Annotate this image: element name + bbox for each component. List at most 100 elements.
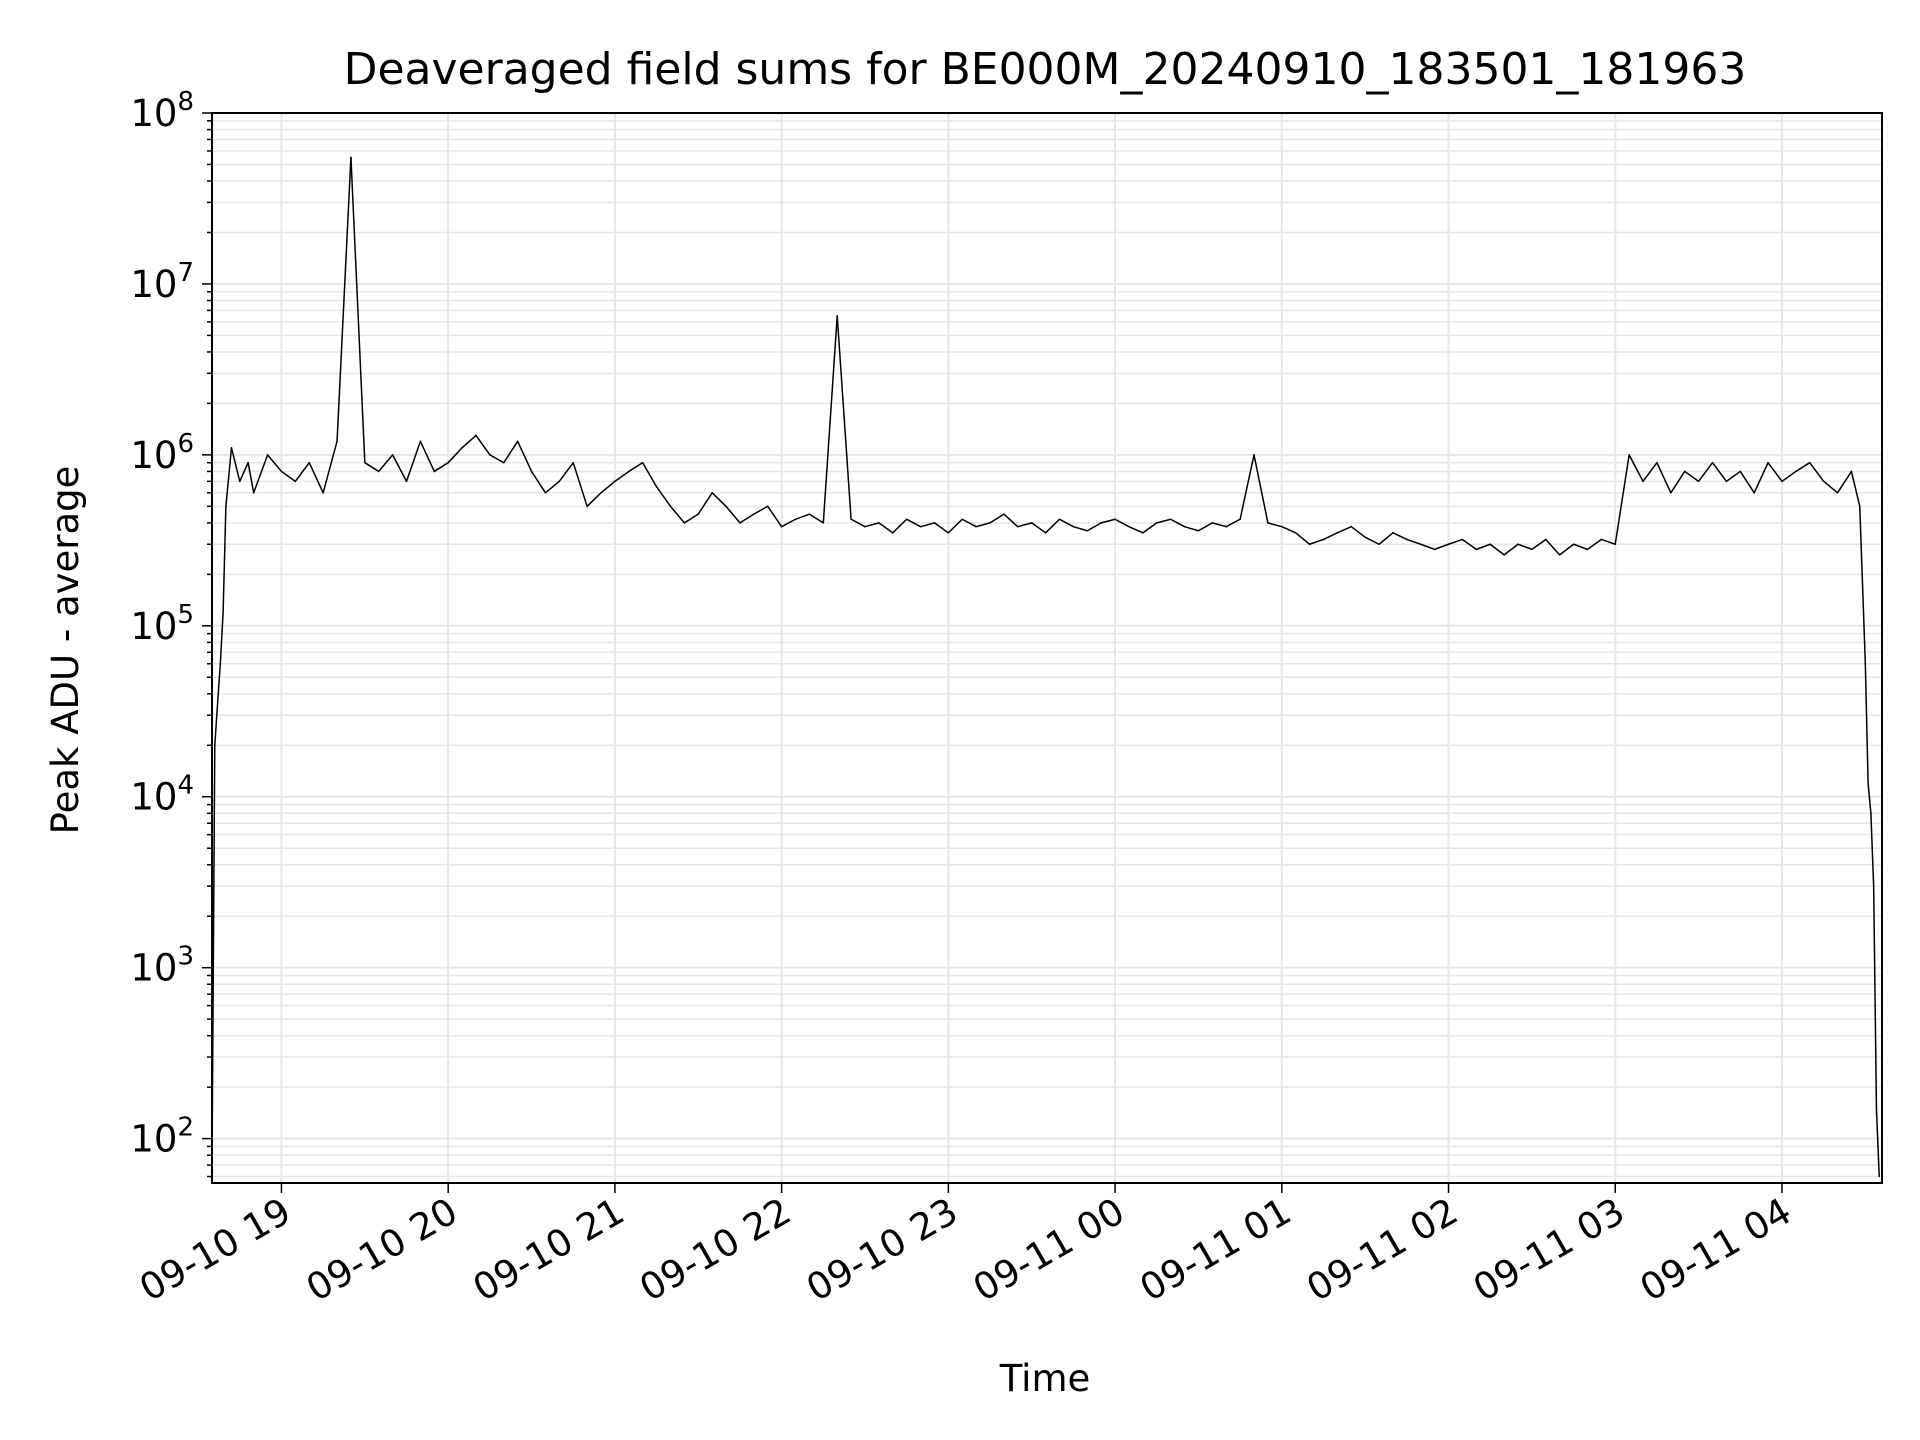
series-segment (1044, 518, 1061, 534)
series-segment (850, 518, 866, 528)
series-segment (1433, 543, 1450, 551)
series-segment (1336, 525, 1353, 534)
grid (212, 112, 1882, 1183)
series-segment (503, 440, 519, 464)
series-segment (544, 480, 561, 494)
x-axis-label: Time (999, 1357, 1091, 1400)
series-segment (530, 470, 547, 494)
series-segment (905, 518, 922, 528)
series-segment (294, 461, 310, 483)
series-segment (864, 522, 880, 528)
series-segment (364, 461, 380, 473)
series-line (211, 156, 1880, 1178)
series-segment (214, 702, 219, 747)
series-segment (461, 434, 477, 449)
y-tick-label: 104 (130, 771, 194, 819)
series-segment (614, 470, 630, 483)
series-segment (222, 505, 227, 614)
series-segment (1614, 454, 1630, 545)
series-segment (377, 454, 394, 473)
y-axis-label: Peak ADU - average (44, 466, 87, 835)
y-tick-label: 105 (130, 600, 194, 648)
series-segment (447, 447, 463, 464)
series-segment (1156, 518, 1172, 524)
series-segment (252, 454, 269, 494)
series-segment (836, 315, 852, 521)
series-segment (725, 505, 741, 524)
series-segment (230, 447, 241, 483)
series-segment (1670, 470, 1686, 494)
series-segment (975, 522, 991, 528)
series-segment (1822, 480, 1839, 494)
series-segment (586, 492, 602, 508)
series-segment (697, 492, 713, 515)
series-segment (1711, 461, 1728, 483)
series-segment (558, 461, 574, 483)
series-segment (475, 434, 491, 456)
series-segment (216, 662, 222, 705)
series-segment (1225, 518, 1241, 528)
series-segment (1169, 518, 1186, 528)
series-segment (1350, 525, 1366, 538)
y-tick-label: 102 (130, 1113, 194, 1161)
series-segment (1656, 461, 1672, 494)
series-segment (1489, 543, 1505, 556)
series-segment (350, 156, 366, 464)
series-segment (766, 505, 783, 528)
series-segment (1253, 454, 1269, 524)
series-segment (1267, 522, 1283, 528)
series-segment (1211, 522, 1227, 528)
series-segment (892, 518, 908, 534)
series-segment (336, 156, 352, 443)
series-segment (655, 486, 672, 508)
series-segment (405, 440, 422, 483)
series-segment (516, 440, 533, 473)
series-segment (1406, 538, 1422, 545)
series-segment (1586, 538, 1603, 551)
series-segment (1017, 522, 1033, 528)
series-segment (961, 518, 977, 528)
series-segment (1114, 518, 1130, 528)
series-segment (247, 461, 255, 494)
series-segment (1600, 538, 1616, 545)
series-segment (711, 492, 727, 508)
series-segment (1322, 532, 1339, 541)
series-segment (669, 505, 686, 524)
series-segment (1531, 538, 1547, 551)
series-segment (1572, 543, 1589, 551)
series-segment (1058, 518, 1075, 528)
series-segment (1197, 522, 1214, 532)
series-layer (211, 156, 1880, 1178)
series-segment (1072, 525, 1089, 532)
series-segment (739, 513, 755, 524)
series-segment (1864, 662, 1869, 784)
series-segment (989, 513, 1005, 524)
series-segment (1725, 470, 1742, 483)
series-segment (1870, 812, 1875, 887)
series-segment (308, 461, 324, 494)
series-segment (1308, 538, 1325, 545)
series-segment (1867, 782, 1872, 815)
series-segment (1461, 538, 1478, 551)
series-segment (1753, 461, 1769, 494)
series-segment (1447, 538, 1464, 545)
series-segment (1850, 470, 1861, 508)
series-segment (947, 518, 963, 534)
series-segment (280, 470, 297, 483)
series-segment (1872, 885, 1878, 1110)
series-segment (1475, 543, 1491, 551)
series-segment (225, 447, 233, 508)
series-segment (1503, 543, 1519, 556)
series-segment (600, 480, 616, 494)
series-segment (391, 454, 408, 483)
series-segment (1100, 518, 1116, 524)
series-segment (1030, 522, 1047, 534)
series-segment (808, 513, 825, 524)
series-segment (239, 461, 249, 483)
series-segment (1364, 536, 1380, 545)
series-segment (780, 518, 797, 528)
series-segment (1683, 470, 1700, 483)
series-segment (1558, 543, 1575, 556)
